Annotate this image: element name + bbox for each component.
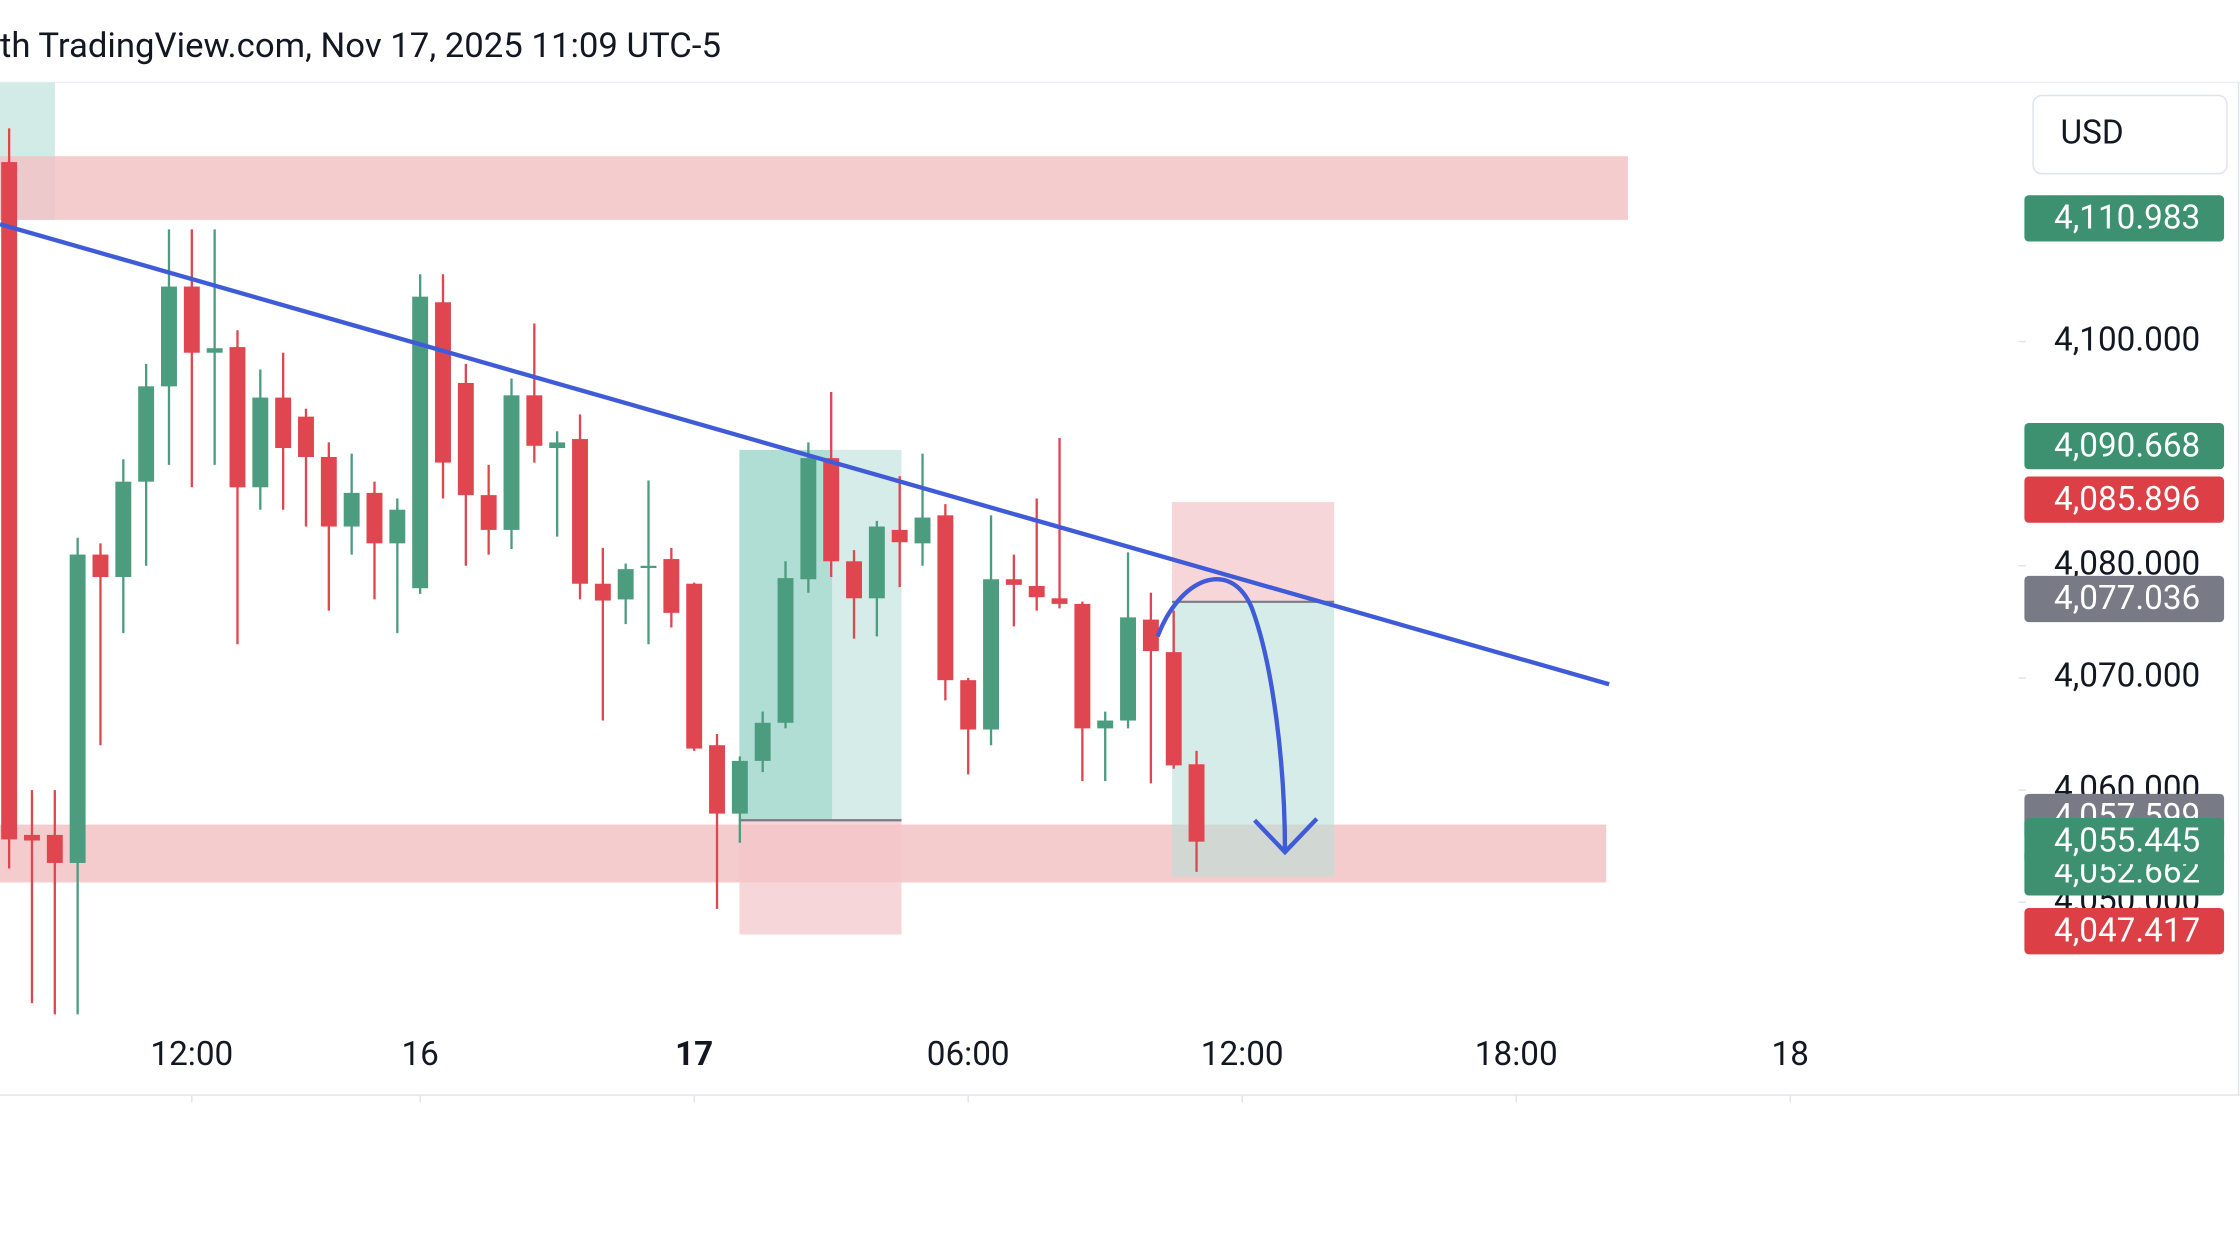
candle-body bbox=[1028, 585, 1045, 598]
candle-body bbox=[457, 382, 474, 496]
candle-body bbox=[937, 515, 954, 681]
candle-body bbox=[480, 495, 497, 530]
price-axis: USD 4,100.0004,080.0004,070.0004,060.000… bbox=[150, 94, 2228, 1103]
candle-body bbox=[115, 481, 132, 577]
price-label: 4,085.896 bbox=[2054, 480, 2200, 519]
projection-arrow bbox=[1155, 577, 1288, 851]
x-tick-label: 06:00 bbox=[927, 1035, 1010, 1074]
candle-body bbox=[594, 583, 611, 601]
candle-body bbox=[252, 397, 269, 488]
price-label: 4,090.668 bbox=[2054, 426, 2200, 465]
candle-body bbox=[709, 745, 725, 814]
candle-body bbox=[617, 569, 634, 600]
candle-body bbox=[229, 347, 246, 488]
x-tick-label: 12:00 bbox=[1201, 1035, 1284, 1074]
candle-body bbox=[1097, 720, 1114, 729]
candle-body bbox=[1142, 619, 1159, 652]
candle-body bbox=[1188, 764, 1205, 842]
price-label: 4,110.983 bbox=[2054, 199, 2200, 238]
candle-body bbox=[343, 492, 360, 527]
candle-body bbox=[412, 296, 429, 589]
x-tick-label: 16 bbox=[401, 1035, 438, 1074]
candle-body bbox=[686, 583, 703, 749]
candle-body bbox=[800, 458, 817, 580]
price-label: 4,077.036 bbox=[2054, 579, 2200, 618]
candle-body bbox=[846, 561, 862, 599]
candle-body bbox=[69, 554, 86, 863]
trendline bbox=[0, 222, 1610, 687]
candle-body bbox=[549, 442, 566, 449]
candle-body bbox=[161, 286, 177, 387]
candles bbox=[1, 128, 1205, 1015]
candle-body bbox=[1051, 598, 1068, 604]
candle-body bbox=[1074, 603, 1091, 729]
candle-body bbox=[206, 348, 223, 353]
resistance-zone bbox=[0, 156, 1628, 220]
candle-body bbox=[868, 526, 885, 599]
header: th TradingView.com, Nov 17, 2025 11:09 U… bbox=[0, 26, 721, 66]
candle-body bbox=[389, 509, 406, 544]
x-tick-label: 18:00 bbox=[1475, 1035, 1558, 1074]
candle-body bbox=[1, 162, 18, 840]
candle-body bbox=[1165, 652, 1182, 766]
candle-body bbox=[754, 722, 771, 761]
candle-body bbox=[1005, 579, 1022, 585]
candle-body bbox=[526, 395, 543, 446]
candle-body bbox=[183, 286, 200, 353]
candle-body bbox=[891, 529, 908, 543]
price-label: 4,055.445 bbox=[2054, 821, 2200, 860]
y-tick-label: 4,070.000 bbox=[2054, 657, 2200, 696]
candle-body bbox=[914, 517, 931, 544]
candle-body bbox=[960, 680, 977, 730]
candle-body bbox=[663, 559, 680, 613]
y-tick-label: 4,100.000 bbox=[2054, 320, 2200, 359]
x-tick-label: 12:00 bbox=[150, 1035, 233, 1074]
currency: USD bbox=[2061, 113, 2124, 152]
candle-body bbox=[138, 386, 155, 482]
candle-body bbox=[92, 554, 109, 577]
candle-body bbox=[435, 302, 451, 463]
candle-body bbox=[298, 416, 314, 458]
candle-body bbox=[1120, 617, 1137, 721]
candle-body bbox=[366, 492, 383, 544]
x-tick-label: 17 bbox=[675, 1035, 713, 1074]
currency-button[interactable] bbox=[2032, 94, 2228, 175]
position-loss bbox=[739, 820, 902, 935]
price-label-bg bbox=[2024, 575, 2225, 623]
candle-body bbox=[503, 395, 520, 530]
candle-body bbox=[640, 565, 657, 569]
price-label-bg bbox=[2024, 476, 2225, 523]
candle-body bbox=[572, 439, 588, 584]
candle-body bbox=[731, 760, 748, 814]
x-tick-label: 18 bbox=[1772, 1035, 1809, 1074]
candle-body bbox=[320, 457, 337, 527]
candle-body bbox=[275, 397, 292, 449]
price-label-bg bbox=[2024, 195, 2225, 242]
price-label-bg bbox=[2024, 423, 2225, 470]
overlay bbox=[0, 222, 1610, 856]
arrow-head bbox=[1253, 817, 1319, 856]
candle-body bbox=[46, 834, 63, 863]
price-label-bg bbox=[2024, 908, 2225, 955]
candle-body bbox=[823, 458, 840, 562]
candle-body bbox=[777, 578, 794, 723]
price-label: 4,047.417 bbox=[2054, 911, 2200, 950]
candle-body bbox=[24, 834, 40, 841]
candle-body bbox=[983, 579, 999, 730]
price-label-bg bbox=[2024, 817, 2225, 865]
